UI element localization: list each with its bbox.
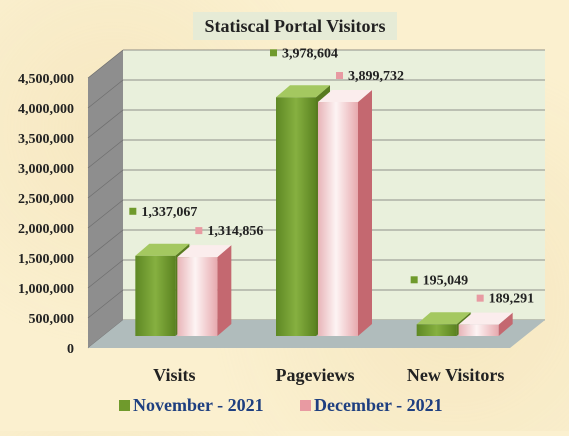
data-label-marker — [195, 227, 203, 235]
data-label-marker — [410, 276, 418, 284]
bar-front — [135, 255, 176, 336]
bar — [458, 312, 513, 336]
bar-front — [177, 257, 218, 336]
x-category-label: New Visitors — [407, 365, 505, 385]
y-tick-label: 2,500,000 — [18, 192, 74, 207]
bar-front — [416, 324, 457, 336]
data-label-marker — [476, 294, 484, 302]
gridline-side — [87, 289, 124, 319]
data-label: 3,978,604 — [282, 46, 338, 61]
data-label: 3,899,732 — [348, 69, 404, 84]
gridline-side — [87, 79, 124, 109]
chart-marks: 1,337,067 1,314,856 Visits 3,978,604 3,899,7… — [129, 46, 534, 385]
data-label: 189,291 — [489, 292, 534, 307]
title-box — [193, 12, 397, 40]
y-tick-label: 4,000,000 — [18, 102, 74, 117]
bar-side — [498, 312, 513, 336]
bar-front — [318, 102, 358, 336]
gridline-side — [87, 229, 124, 259]
data-label-marker — [129, 207, 137, 215]
bar — [318, 90, 372, 336]
bar-front — [458, 324, 499, 336]
gridline-side — [87, 199, 124, 229]
y-tick-label: 3,500,000 — [18, 132, 74, 147]
y-tick-label: 0 — [67, 342, 74, 357]
gridline-side — [87, 109, 124, 139]
side-wall — [88, 50, 123, 348]
legend-label-november: November - 2021 — [133, 395, 264, 415]
bar — [177, 245, 232, 336]
bar-top — [318, 90, 372, 103]
legend: November - 2021 December - 2021 — [119, 395, 443, 415]
x-category-label: Pageviews — [276, 365, 355, 385]
data-label-marker — [270, 49, 277, 57]
legend-marker-november — [119, 400, 130, 411]
bar-top — [177, 245, 232, 258]
y-tick-label: 1,000,000 — [18, 282, 74, 297]
y-tick-label: 3,000,000 — [18, 162, 74, 177]
gridline-side — [87, 259, 124, 289]
data-label-marker — [336, 72, 343, 80]
y-tick-label: 2,000,000 — [18, 222, 74, 237]
legend-marker-december — [300, 400, 311, 411]
legend-label-december: December - 2021 — [314, 395, 443, 415]
bar-top — [458, 312, 513, 325]
data-label: 195,049 — [423, 273, 469, 288]
bar-side — [217, 245, 232, 336]
gridline-side — [87, 49, 124, 79]
bar-front — [276, 97, 316, 337]
bar-side — [358, 90, 372, 336]
bar-top — [416, 312, 471, 325]
x-category-label: Visits — [153, 365, 195, 385]
gridline-side — [87, 139, 124, 169]
data-label: 1,337,067 — [141, 205, 197, 220]
y-tick-label: 1,500,000 — [18, 252, 74, 267]
chart-title: Statiscal Portal Visitors — [205, 16, 386, 36]
y-tick-label: 500,000 — [29, 312, 75, 327]
data-label: 1,314,856 — [207, 224, 263, 239]
y-tick-label: 4,500,000 — [18, 72, 74, 87]
gridline-side — [87, 169, 124, 199]
bar-top — [276, 85, 330, 98]
bar-top — [135, 243, 190, 256]
